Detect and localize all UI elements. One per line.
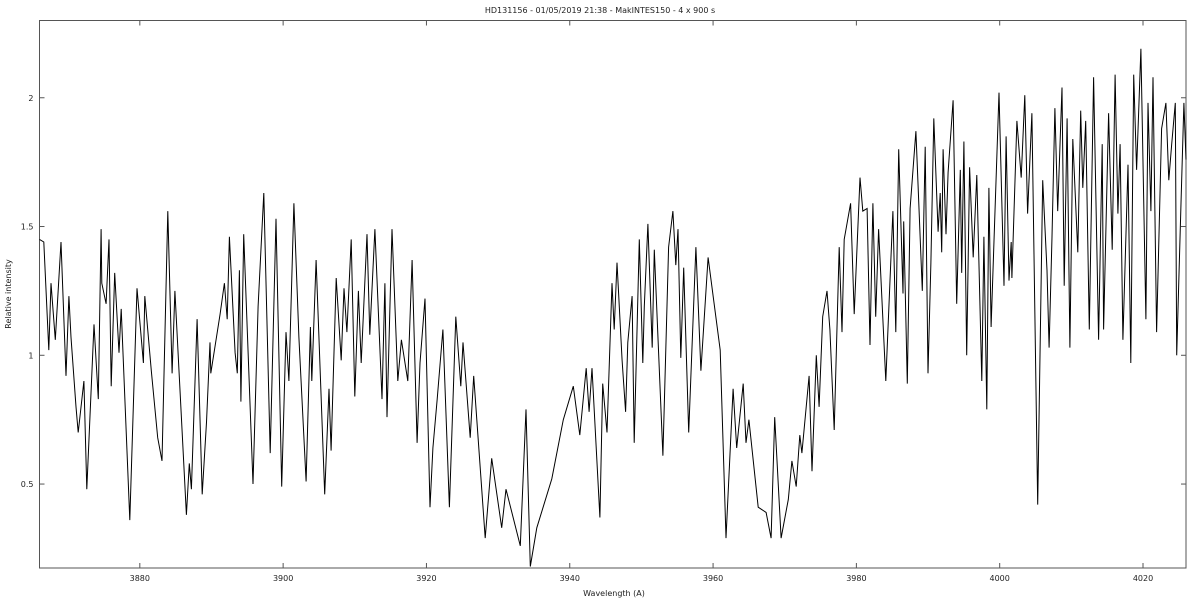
x-tick-label: 3980 — [846, 574, 866, 583]
x-tick-label: 4020 — [1133, 574, 1153, 583]
y-tick-label: 2 — [28, 94, 33, 103]
x-tick-label: 3920 — [416, 574, 436, 583]
y-axis-label: Relative intensity — [4, 259, 13, 329]
x-axis: 3880 3900 3920 3940 3960 3980 4000 4020 — [130, 20, 1153, 583]
chart-title: HD131156 - 01/05/2019 21:38 - MakINTES15… — [485, 6, 715, 15]
plot-frame — [39, 20, 1187, 569]
x-axis-label: Wavelength (A) — [583, 589, 645, 598]
x-tick-label: 4000 — [990, 574, 1010, 583]
x-tick-label: 3940 — [560, 574, 580, 583]
spectrum-line — [39, 48, 1187, 567]
x-tick-label: 3880 — [130, 574, 150, 583]
x-tick-label: 3960 — [703, 574, 723, 583]
y-tick-label: 0.5 — [21, 480, 34, 489]
y-tick-label: 1.5 — [21, 223, 34, 232]
y-axis: 0.5 1 1.5 2 — [21, 94, 1186, 489]
y-tick-label: 1 — [28, 351, 33, 360]
x-tick-label: 3900 — [273, 574, 293, 583]
